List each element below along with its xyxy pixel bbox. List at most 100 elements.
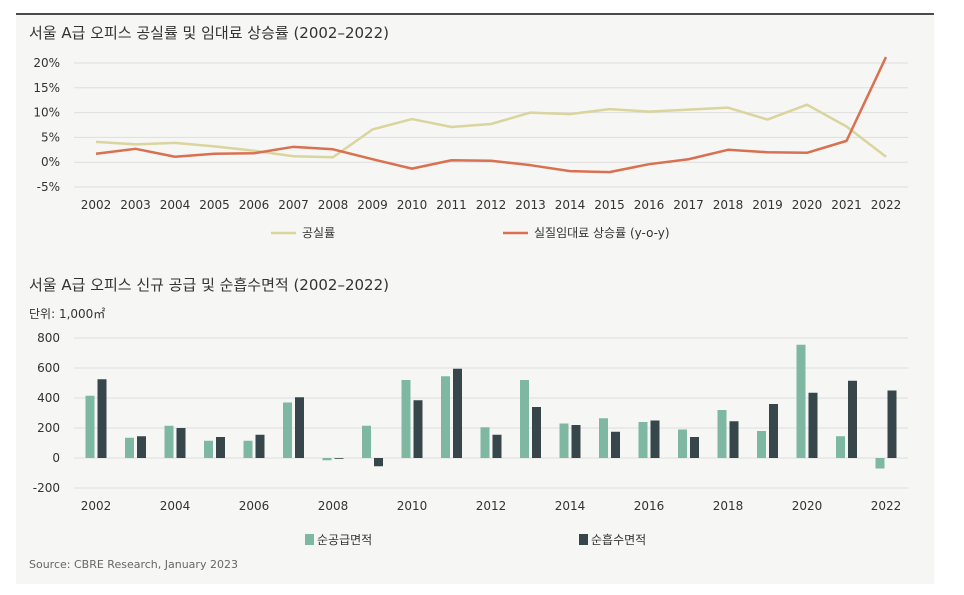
bar-net-absorption-2012 xyxy=(492,434,502,458)
line-series-real-rent-growth xyxy=(95,56,888,174)
bar-net-supply-2019 xyxy=(757,431,766,458)
bar-y-tick-label: 800 xyxy=(37,331,60,345)
bar-net-absorption-2020 xyxy=(808,392,818,458)
bar-net-supply-2012 xyxy=(480,427,490,458)
line-x-tick-label: 2006 xyxy=(239,198,270,212)
bar-net-supply-2007 xyxy=(283,402,292,458)
bar-x-tick-label: 2006 xyxy=(239,499,270,513)
bar-net-supply-2011 xyxy=(441,376,450,458)
line-legend-label: 공실률 xyxy=(302,226,335,240)
bar-x-tick-label: 2018 xyxy=(713,499,744,513)
line-y-tick-label: 15% xyxy=(33,81,60,95)
line-x-tick-label: 2015 xyxy=(594,198,625,212)
line-x-tick-label: 2019 xyxy=(752,198,783,212)
line-x-tick-label: 2020 xyxy=(792,198,823,212)
bar-net-absorption-2008 xyxy=(334,458,344,459)
line-y-tick-label: 20% xyxy=(33,56,60,70)
bar-x-tick-label: 2004 xyxy=(160,499,191,513)
bar-net-supply-2018 xyxy=(717,410,727,458)
bar-x-tick-label: 2010 xyxy=(397,499,428,513)
chart-panel: 서울 A급 오피스 공실률 및 임대료 상승률 (2002–2022) 서울 A… xyxy=(16,13,934,584)
line-x-tick-label: 2005 xyxy=(199,198,230,212)
line-x-tick-label: 2002 xyxy=(81,198,112,212)
line-x-tick-label: 2012 xyxy=(476,198,507,212)
bar-legend-swatch xyxy=(305,534,314,545)
bar-chart-title: 서울 A급 오피스 신규 공급 및 순흡수면적 (2002–2022) xyxy=(29,276,389,294)
line-chart-title: 서울 A급 오피스 공실률 및 임대료 상승률 (2002–2022) xyxy=(29,24,389,42)
line-x-tick-label: 2004 xyxy=(160,198,191,212)
bar-y-tick-label: 0 xyxy=(52,451,60,465)
bar-net-absorption-2014 xyxy=(571,425,581,458)
bar-x-tick-label: 2008 xyxy=(318,499,349,513)
bar-net-absorption-2007 xyxy=(295,397,304,458)
line-x-tick-label: 2003 xyxy=(120,198,151,212)
bar-net-supply-2008 xyxy=(322,458,332,461)
bar-net-supply-2022 xyxy=(875,458,885,469)
bar-legend-swatch xyxy=(579,534,588,545)
bar-y-tick-label: 400 xyxy=(37,391,60,405)
bar-net-absorption-2018 xyxy=(729,421,739,458)
bar-legend-label: 순공급면적 xyxy=(317,533,372,547)
bar-net-absorption-2006 xyxy=(255,434,265,458)
bar-net-supply-2010 xyxy=(401,380,411,458)
line-legend-label: 실질임대료 상승률 (y-o-y) xyxy=(534,226,670,240)
bar-net-supply-2021 xyxy=(836,436,845,458)
bar-x-tick-label: 2020 xyxy=(792,499,823,513)
bar-net-absorption-2022 xyxy=(887,390,897,458)
bar-x-tick-label: 2002 xyxy=(81,499,112,513)
source-note: Source: CBRE Research, January 2023 xyxy=(29,558,238,571)
bar-net-absorption-2010 xyxy=(413,400,423,458)
bar-net-supply-2003 xyxy=(125,437,134,458)
bar-net-supply-2004 xyxy=(164,425,174,458)
bar-x-tick-label: 2012 xyxy=(476,499,507,513)
line-x-tick-label: 2013 xyxy=(515,198,546,212)
line-x-tick-label: 2009 xyxy=(357,198,388,212)
bar-net-absorption-2021 xyxy=(848,380,857,458)
line-x-tick-label: 2021 xyxy=(831,198,862,212)
bar-x-tick-label: 2014 xyxy=(555,499,586,513)
bar-net-absorption-2004 xyxy=(176,428,186,458)
bar-chart-unit-label: 단위: 1,000㎡ xyxy=(29,307,106,321)
line-x-tick-label: 2016 xyxy=(634,198,665,212)
bar-net-supply-2017 xyxy=(678,429,687,458)
line-x-tick-label: 2011 xyxy=(436,198,467,212)
bar-net-supply-2009 xyxy=(362,425,371,458)
line-x-tick-label: 2017 xyxy=(673,198,704,212)
bar-y-tick-label: 600 xyxy=(37,361,60,375)
bar-net-supply-2014 xyxy=(559,423,569,458)
bar-net-supply-2015 xyxy=(599,418,608,458)
bar-x-tick-label: 2022 xyxy=(871,499,902,513)
line-y-tick-label: -5% xyxy=(37,180,60,194)
bar-y-tick-label: 200 xyxy=(37,421,60,435)
bar-net-absorption-2017 xyxy=(690,437,699,458)
line-x-tick-label: 2010 xyxy=(397,198,428,212)
bar-legend-label: 순흡수면적 xyxy=(591,533,646,547)
bar-net-absorption-2002 xyxy=(97,379,107,458)
bar-net-absorption-2016 xyxy=(650,420,660,458)
chart-canvas: 20% 15% 10% 5% 0% -5% 2002 2003 2004 2005 2006 2007… xyxy=(33,56,908,547)
line-series-vacancy-rate xyxy=(95,103,887,159)
line-x-tick-label: 2007 xyxy=(278,198,309,212)
line-x-tick-label: 2014 xyxy=(555,198,586,212)
bar-net-absorption-2009 xyxy=(374,458,383,467)
bar-net-absorption-2005 xyxy=(216,437,225,458)
bar-x-tick-label: 2016 xyxy=(634,499,665,513)
bar-net-supply-2006 xyxy=(243,440,253,458)
line-y-tick-label: 10% xyxy=(33,106,60,120)
bar-net-absorption-2019 xyxy=(769,404,778,458)
bar-net-absorption-2011 xyxy=(453,368,462,458)
line-x-tick-label: 2018 xyxy=(713,198,744,212)
line-y-tick-label: 5% xyxy=(41,130,60,144)
line-x-tick-label: 2022 xyxy=(871,198,902,212)
bar-net-absorption-2003 xyxy=(137,436,146,458)
bar-net-supply-2016 xyxy=(638,422,648,458)
bar-net-supply-2013 xyxy=(520,380,529,458)
bar-net-absorption-2013 xyxy=(532,407,541,458)
bar-net-supply-2002 xyxy=(85,395,95,458)
bar-net-absorption-2015 xyxy=(611,431,620,458)
line-x-tick-label: 2008 xyxy=(318,198,349,212)
bar-net-supply-2020 xyxy=(796,344,806,458)
bar-y-tick-label: -200 xyxy=(33,481,60,495)
line-y-tick-label: 0% xyxy=(41,155,60,169)
